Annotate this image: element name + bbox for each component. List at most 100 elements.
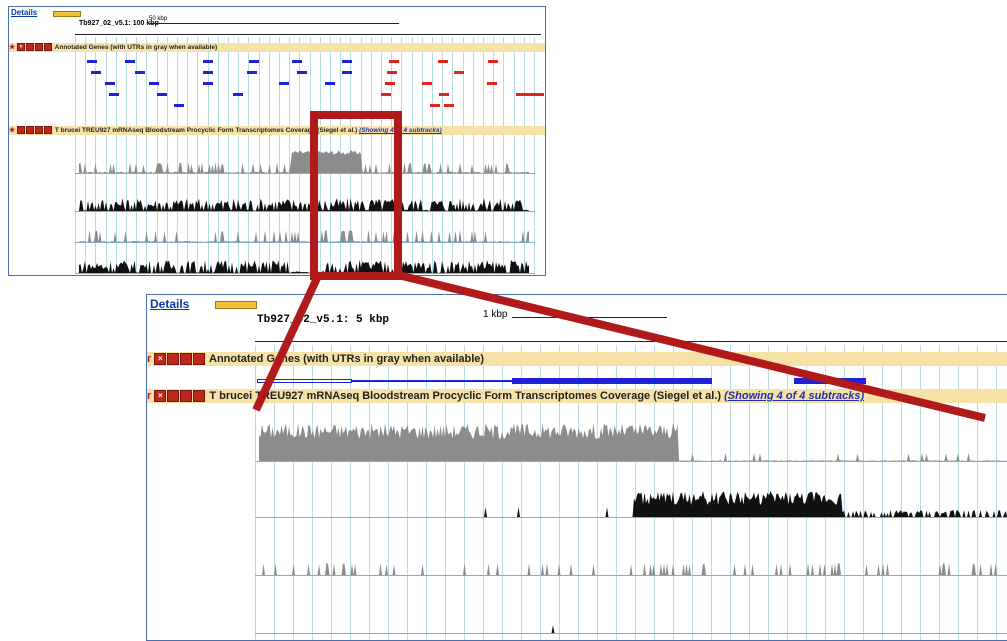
gene-feature[interactable] <box>203 60 213 63</box>
details-ruler-bar[interactable] <box>53 11 81 17</box>
grid-line <box>711 345 712 640</box>
close-icon[interactable]: × <box>154 390 167 403</box>
configure-icon[interactable] <box>167 353 180 366</box>
gene-feature[interactable] <box>422 82 432 85</box>
gene-feature[interactable] <box>125 60 135 63</box>
grid-line <box>187 37 189 273</box>
grid-line <box>996 345 997 640</box>
star-icon[interactable]: r <box>147 390 152 402</box>
grid-line <box>136 37 138 273</box>
grid-line <box>95 37 97 273</box>
gene-feature[interactable] <box>325 82 335 85</box>
baseline <box>255 461 1007 462</box>
grid-line <box>692 345 693 640</box>
gene-feature[interactable] <box>342 60 352 63</box>
coverage-plot <box>79 260 529 273</box>
gene-feature[interactable] <box>430 104 440 107</box>
help-icon[interactable] <box>44 126 53 135</box>
grid-line <box>442 37 444 273</box>
gene-feature[interactable] <box>438 60 448 63</box>
gene-feature-cds[interactable] <box>512 378 712 384</box>
gene-feature[interactable] <box>279 82 289 85</box>
grid-line <box>920 345 921 640</box>
gene-feature[interactable] <box>87 60 97 63</box>
gene-feature-utr[interactable] <box>257 379 352 383</box>
gene-feature[interactable] <box>444 104 454 107</box>
baseline <box>75 173 535 174</box>
coverage-area <box>79 260 529 273</box>
download-icon[interactable] <box>180 390 193 403</box>
grid-line <box>146 37 148 273</box>
grid-line <box>274 345 275 640</box>
subtracks-link[interactable]: (Showing 4 of 4 subtracks) <box>724 390 865 402</box>
gene-feature[interactable] <box>454 71 464 74</box>
coverage-track-header: ★ T brucei TREU927 mRNAseq Bloodstream P… <box>9 126 545 135</box>
grid-line <box>381 37 382 273</box>
scale-bar <box>149 23 399 24</box>
gene-feature[interactable] <box>203 71 213 74</box>
gene-feature-utr[interactable] <box>352 380 512 382</box>
details-ruler-bar[interactable] <box>215 301 257 309</box>
download-icon[interactable] <box>180 353 193 366</box>
gene-feature[interactable] <box>247 71 257 74</box>
grid-line <box>388 345 389 640</box>
baseline <box>75 273 535 274</box>
grid-line <box>844 345 845 640</box>
subtracks-link[interactable]: (Showing 4 of 4 subtracks) <box>359 127 442 134</box>
gene-feature[interactable] <box>135 71 145 74</box>
gene-feature-cds[interactable] <box>794 378 866 384</box>
gene-feature[interactable] <box>381 93 391 96</box>
baseline <box>75 242 535 243</box>
gene-feature[interactable] <box>487 82 497 85</box>
grid-line <box>503 37 505 273</box>
gene-feature[interactable] <box>174 104 184 107</box>
close-icon[interactable] <box>17 126 26 135</box>
help-icon[interactable] <box>193 353 206 366</box>
star-icon[interactable]: ★ <box>9 127 16 134</box>
grid-line <box>464 345 465 640</box>
gene-feature[interactable] <box>233 93 243 96</box>
gene-feature[interactable] <box>292 60 302 63</box>
grid-line <box>578 345 579 640</box>
gene-feature[interactable] <box>297 71 307 74</box>
gene-feature[interactable] <box>157 93 167 96</box>
close-icon[interactable]: × <box>154 353 167 366</box>
download-icon[interactable] <box>35 43 44 52</box>
gene-feature[interactable] <box>439 93 449 96</box>
gene-feature[interactable] <box>387 71 397 74</box>
gene-feature[interactable] <box>249 60 259 63</box>
configure-icon[interactable] <box>26 126 35 135</box>
gene-feature[interactable] <box>91 71 101 74</box>
star-icon[interactable]: ★ <box>9 44 16 51</box>
gene-feature[interactable] <box>516 93 544 96</box>
gene-feature[interactable] <box>109 93 119 96</box>
grid-line <box>279 37 280 273</box>
star-icon[interactable]: r <box>147 353 152 365</box>
gene-feature[interactable] <box>389 60 399 63</box>
help-icon[interactable] <box>44 43 53 52</box>
details-link[interactable]: Details <box>150 297 190 311</box>
download-icon[interactable] <box>35 126 44 135</box>
gene-feature[interactable] <box>385 82 395 85</box>
gene-feature[interactable] <box>488 60 498 63</box>
gene-feature[interactable] <box>342 71 352 74</box>
grid-line <box>483 345 484 640</box>
gene-feature[interactable] <box>203 82 213 85</box>
gene-feature[interactable] <box>149 82 159 85</box>
configure-icon[interactable] <box>26 43 35 52</box>
grid-line <box>369 345 370 640</box>
close-icon[interactable]: × <box>17 43 26 52</box>
details-link[interactable]: Details <box>11 8 38 17</box>
grid-line <box>958 345 959 640</box>
configure-icon[interactable] <box>167 390 180 403</box>
grid-line <box>616 345 617 640</box>
grid-line <box>401 37 403 273</box>
grid-line <box>493 37 495 273</box>
grid-line <box>115 37 117 273</box>
coverage-area <box>79 197 529 211</box>
grid-line <box>730 345 731 640</box>
help-icon[interactable] <box>193 390 206 403</box>
coverage-area <box>79 150 529 173</box>
grid-line <box>882 345 883 640</box>
gene-feature[interactable] <box>105 82 115 85</box>
